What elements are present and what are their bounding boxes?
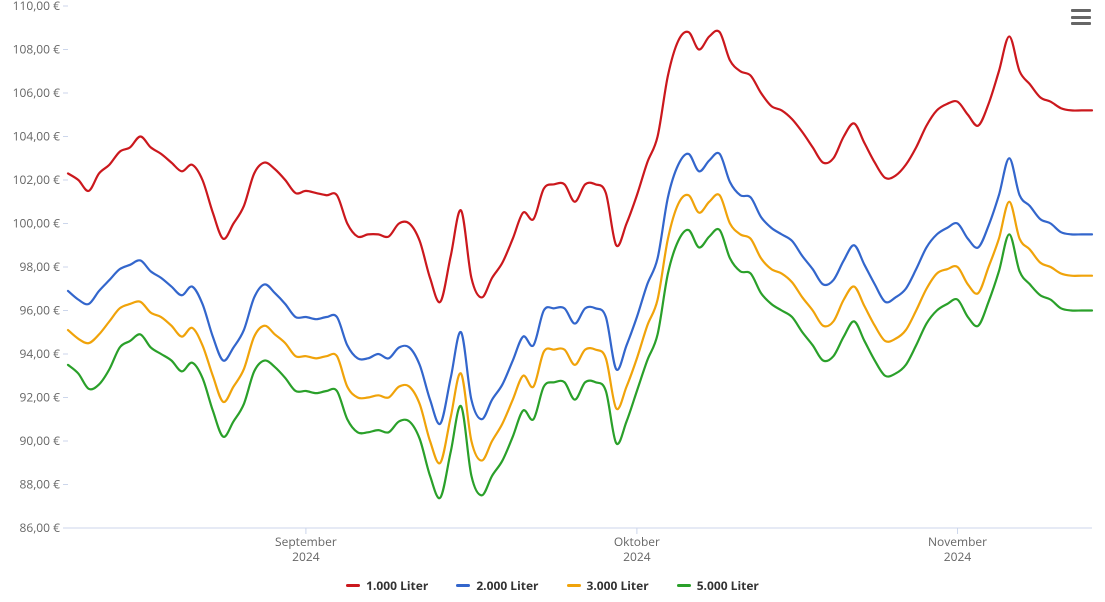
svg-text:92,00 €: 92,00 € bbox=[19, 389, 60, 406]
svg-text:98,00 €: 98,00 € bbox=[19, 258, 60, 275]
svg-text:88,00 €: 88,00 € bbox=[19, 476, 60, 493]
svg-text:96,00 €: 96,00 € bbox=[19, 302, 60, 319]
svg-text:106,00 €: 106,00 € bbox=[13, 84, 61, 101]
legend-swatch bbox=[456, 584, 470, 587]
svg-text:86,00 €: 86,00 € bbox=[19, 519, 60, 536]
chart-canvas: 86,00 € 88,00 € 90,00 € 92,00 € 94,00 € 96,00… bbox=[0, 0, 1105, 572]
svg-text:100,00 €: 100,00 € bbox=[13, 215, 61, 232]
svg-text:90,00 €: 90,00 € bbox=[19, 432, 60, 449]
svg-text:104,00 €: 104,00 € bbox=[13, 128, 61, 145]
legend-label: 1.000 Liter bbox=[366, 577, 428, 594]
legend-item-1000[interactable]: 1.000 Liter bbox=[346, 577, 428, 594]
svg-text:108,00 €: 108,00 € bbox=[13, 41, 61, 58]
legend-label: 3.000 Liter bbox=[587, 577, 649, 594]
chart-legend: 1.000 Liter 2.000 Liter 3.000 Liter 5.00… bbox=[0, 577, 1105, 594]
legend-item-3000[interactable]: 3.000 Liter bbox=[567, 577, 649, 594]
svg-text:94,00 €: 94,00 € bbox=[19, 345, 60, 362]
legend-swatch bbox=[346, 584, 360, 587]
chart-menu-button[interactable] bbox=[1069, 6, 1093, 28]
legend-label: 5.000 Liter bbox=[697, 577, 759, 594]
svg-text:2024: 2024 bbox=[623, 548, 651, 565]
legend-item-2000[interactable]: 2.000 Liter bbox=[456, 577, 538, 594]
legend-item-5000[interactable]: 5.000 Liter bbox=[677, 577, 759, 594]
legend-swatch bbox=[567, 584, 581, 587]
legend-label: 2.000 Liter bbox=[476, 577, 538, 594]
legend-swatch bbox=[677, 584, 691, 587]
svg-text:2024: 2024 bbox=[292, 548, 320, 565]
price-chart: 86,00 € 88,00 € 90,00 € 92,00 € 94,00 € 96,00… bbox=[0, 0, 1105, 602]
svg-text:110,00 €: 110,00 € bbox=[13, 0, 61, 14]
svg-text:102,00 €: 102,00 € bbox=[13, 171, 61, 188]
svg-text:2024: 2024 bbox=[944, 548, 972, 565]
